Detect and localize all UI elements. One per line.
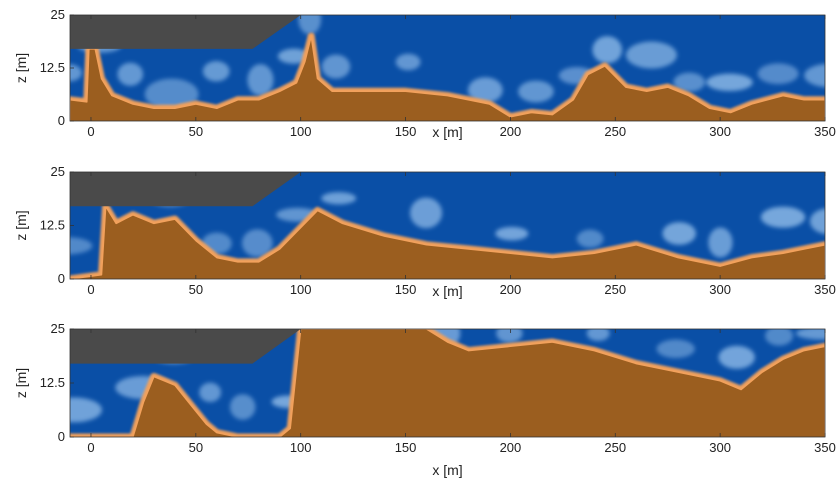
x-tick-label: 100 (290, 282, 312, 297)
y-tick-label: 12.5 (40, 375, 65, 390)
x-tick-label: 50 (189, 282, 203, 297)
x-tick-label: 250 (604, 440, 626, 455)
panel-1: 0 50 100 150 200 250 300 350 0 12.5 25 x [m] z [m] (13, 7, 836, 140)
x-tick-label: 50 (189, 440, 203, 455)
x-tick-label: 0 (87, 282, 94, 297)
x-tick-label: 250 (604, 124, 626, 139)
panel-2: 0 50 100 150 200 250 300 350 0 12.5 25 x [m] z [m] (13, 164, 836, 299)
x-tick-label: 200 (500, 282, 522, 297)
plot-area-2 (70, 172, 825, 279)
structure-block (70, 172, 301, 207)
plot-area-3 (70, 329, 825, 437)
x-tick-label: 200 (500, 124, 522, 139)
y-axis-label: z [m] (13, 210, 29, 240)
x-tick-label: 0 (87, 124, 94, 139)
y-axis-label: z [m] (13, 368, 29, 398)
x-tick-label: 300 (709, 440, 731, 455)
structure-block (70, 15, 301, 49)
x-tick-label: 100 (290, 124, 312, 139)
x-tick-label: 150 (395, 124, 417, 139)
fluid-b-region (70, 35, 825, 121)
fluid-b-region (70, 205, 825, 279)
x-tick-label: 350 (814, 440, 836, 455)
y-tick-label: 25 (51, 7, 65, 22)
x-tick-label: 350 (814, 282, 836, 297)
x-tick-label: 200 (500, 440, 522, 455)
fluid-b-region (70, 329, 825, 437)
structure-block (70, 329, 301, 364)
x-tick-label: 300 (709, 282, 731, 297)
x-tick-label: 150 (395, 282, 417, 297)
x-tick-label: 250 (604, 282, 626, 297)
x-tick-label: 50 (189, 124, 203, 139)
x-axis-label: x [m] (432, 124, 462, 140)
y-axis-label: z [m] (13, 53, 29, 83)
panel-3: 0 50 100 150 200 250 300 350 0 12.5 25 x [m] z [m] (13, 321, 836, 478)
y-tick-label: 0 (58, 429, 65, 444)
plot-area-1 (70, 15, 825, 121)
x-axis-label: x [m] (432, 462, 462, 478)
x-tick-label: 0 (87, 440, 94, 455)
x-axis-label: x [m] (432, 283, 462, 299)
x-tick-label: 300 (709, 124, 731, 139)
y-tick-label: 25 (51, 164, 65, 179)
y-tick-label: 25 (51, 321, 65, 336)
y-tick-label: 12.5 (40, 60, 65, 75)
y-tick-label: 0 (58, 113, 65, 128)
x-tick-label: 350 (814, 124, 836, 139)
y-tick-label: 12.5 (40, 218, 65, 233)
x-tick-label: 100 (290, 440, 312, 455)
y-tick-label: 0 (58, 271, 65, 286)
x-tick-label: 150 (395, 440, 417, 455)
